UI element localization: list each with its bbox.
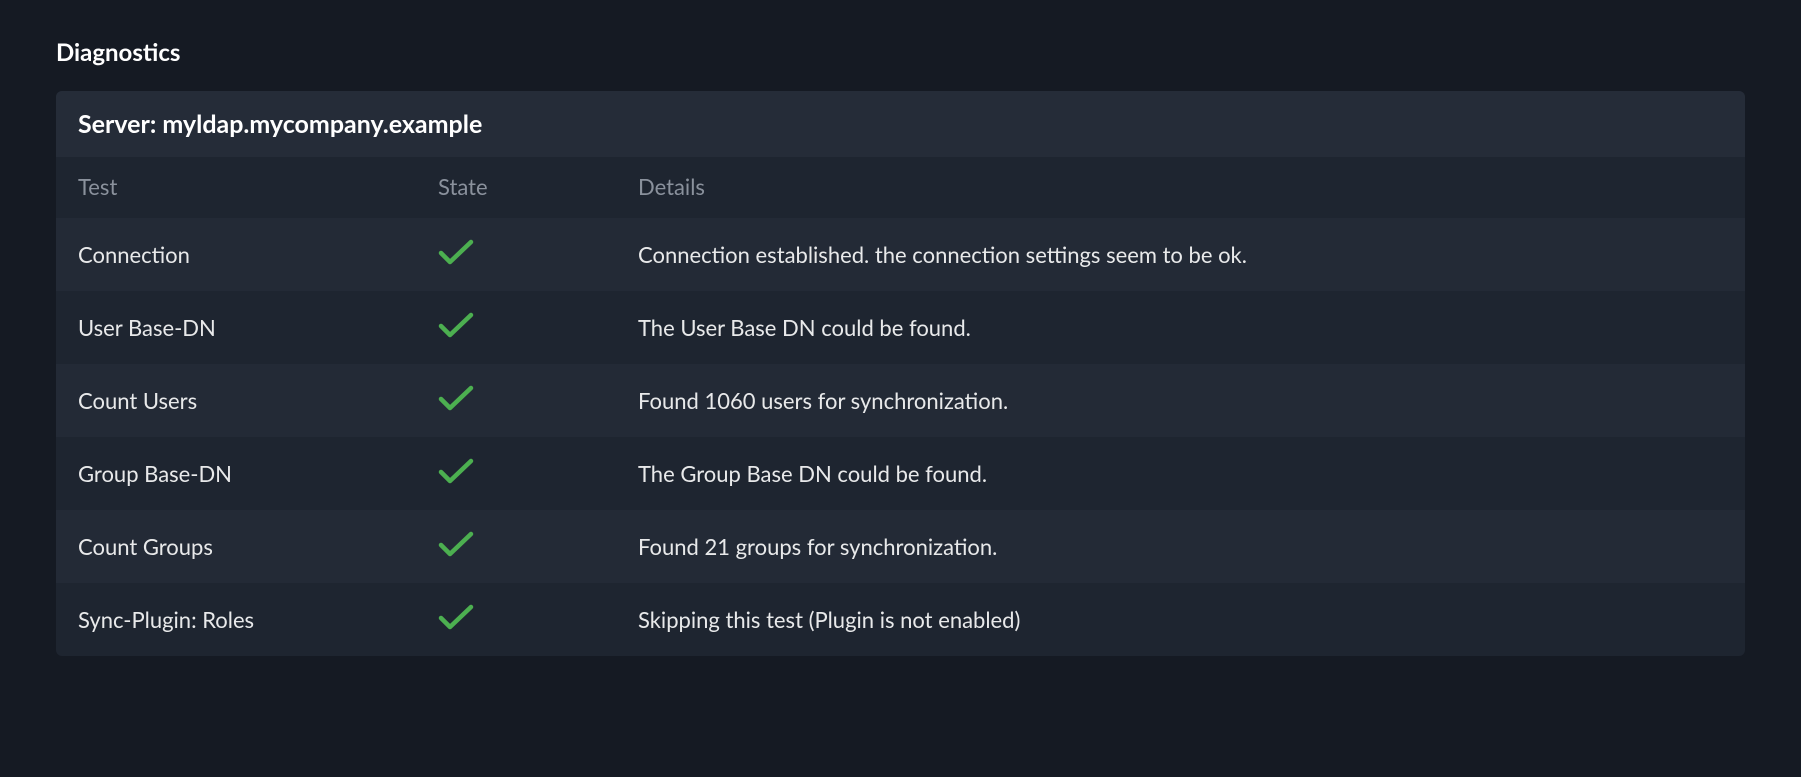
cell-test: Sync-Plugin: Roles xyxy=(56,583,416,656)
cell-state xyxy=(416,218,616,291)
diagnostics-table: Test State Details Connection Connection… xyxy=(56,157,1745,656)
cell-details: Connection established. the connection s… xyxy=(616,218,1745,291)
col-header-test: Test xyxy=(56,157,416,218)
table-row: Count Groups Found 21 groups for synchro… xyxy=(56,510,1745,583)
check-icon xyxy=(438,603,474,631)
cell-details: Skipping this test (Plugin is not enable… xyxy=(616,583,1745,656)
diagnostics-panel: Server: myldap.mycompany.example Test St… xyxy=(56,91,1745,656)
col-header-details: Details xyxy=(616,157,1745,218)
cell-state xyxy=(416,510,616,583)
check-icon xyxy=(438,457,474,485)
col-header-state: State xyxy=(416,157,616,218)
table-row: Count Users Found 1060 users for synchro… xyxy=(56,364,1745,437)
section-title: Diagnostics xyxy=(56,38,1745,67)
cell-test: Group Base-DN xyxy=(56,437,416,510)
check-icon xyxy=(438,238,474,266)
cell-test: Count Groups xyxy=(56,510,416,583)
table-row: User Base-DN The User Base DN could be f… xyxy=(56,291,1745,364)
cell-test: User Base-DN xyxy=(56,291,416,364)
cell-state xyxy=(416,583,616,656)
cell-test: Connection xyxy=(56,218,416,291)
check-icon xyxy=(438,530,474,558)
cell-details: The Group Base DN could be found. xyxy=(616,437,1745,510)
panel-header-server: myldap.mycompany.example xyxy=(162,109,482,139)
cell-state xyxy=(416,437,616,510)
cell-details: Found 1060 users for synchronization. xyxy=(616,364,1745,437)
panel-header-prefix: Server: xyxy=(78,109,162,139)
cell-state xyxy=(416,291,616,364)
table-row: Sync-Plugin: Roles Skipping this test (P… xyxy=(56,583,1745,656)
panel-header: Server: myldap.mycompany.example xyxy=(56,91,1745,157)
check-icon xyxy=(438,384,474,412)
cell-state xyxy=(416,364,616,437)
cell-details: The User Base DN could be found. xyxy=(616,291,1745,364)
table-header-row: Test State Details xyxy=(56,157,1745,218)
cell-test: Count Users xyxy=(56,364,416,437)
table-row: Group Base-DN The Group Base DN could be… xyxy=(56,437,1745,510)
check-icon xyxy=(438,311,474,339)
table-row: Connection Connection established. the c… xyxy=(56,218,1745,291)
cell-details: Found 21 groups for synchronization. xyxy=(616,510,1745,583)
